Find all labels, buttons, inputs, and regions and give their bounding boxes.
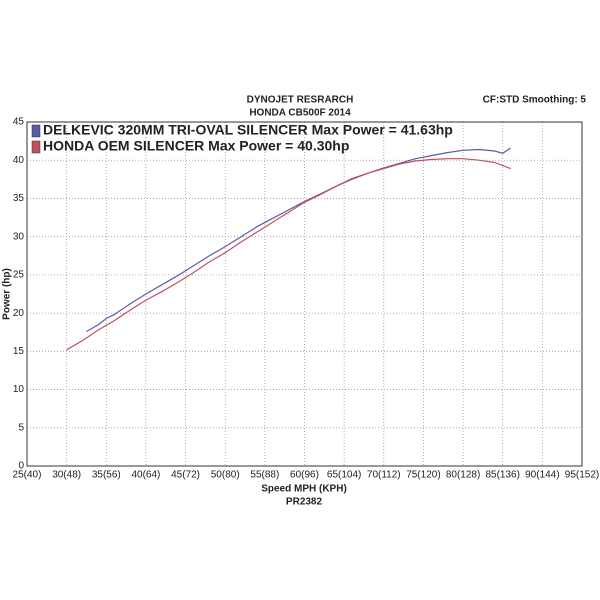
x-tick-label: 50(80) (211, 470, 240, 481)
y-tick-label: 10 (13, 384, 25, 395)
x-tick-label: 45(72) (171, 470, 200, 481)
data-line (86, 147, 511, 333)
x-tick-label: 40(64) (131, 470, 160, 481)
y-tick-label: 25 (13, 270, 25, 281)
y-tick-label: 20 (13, 308, 25, 319)
y-tick-label: 35 (13, 193, 25, 204)
x-axis-label: Speed MPH (KPH) (261, 484, 347, 495)
legend-label: HONDA OEM SILENCER Max Power = 40.30hp (43, 138, 349, 154)
x-tick-label: 30(48) (52, 470, 81, 481)
y-tick-label: 0 (18, 461, 24, 472)
x-tick-label: 55(88) (250, 470, 279, 481)
legend-swatch (31, 140, 41, 154)
x-tick-label: 95(152) (565, 470, 599, 481)
legend-swatch (31, 124, 41, 138)
y-tick-label: 40 (13, 155, 25, 166)
legend-label: DELKEVIC 320MM TRI-OVAL SILENCER Max Pow… (43, 122, 453, 138)
x-tick-label: 60(96) (290, 470, 319, 481)
y-tick-label: 15 (13, 346, 25, 357)
y-axis-label: Power (hp) (2, 268, 13, 320)
plot-frame (26, 121, 583, 467)
x-tick-label: 80(128) (446, 470, 480, 481)
chart-subtitle: HONDA CB500F 2014 (249, 108, 351, 119)
x-tick-label: 75(120) (406, 470, 440, 481)
data-line (66, 158, 511, 351)
x-tick-label: 25(40) (13, 470, 42, 481)
y-tick-label: 30 (13, 231, 25, 242)
chart-title: DYNOJET RESRARCH (247, 95, 354, 106)
x-tick-label: 90(144) (525, 470, 559, 481)
x-tick-label: 85(136) (485, 470, 519, 481)
y-tick-label: 5 (18, 422, 24, 433)
caption: PR2382 (286, 497, 323, 508)
annotation: CF:STD Smoothing: 5 (483, 95, 587, 106)
y-tick-label: 45 (13, 117, 25, 128)
x-tick-label: 65(104) (327, 470, 361, 481)
x-tick-label: 35(56) (92, 470, 121, 481)
x-tick-label: 70(112) (367, 470, 401, 481)
